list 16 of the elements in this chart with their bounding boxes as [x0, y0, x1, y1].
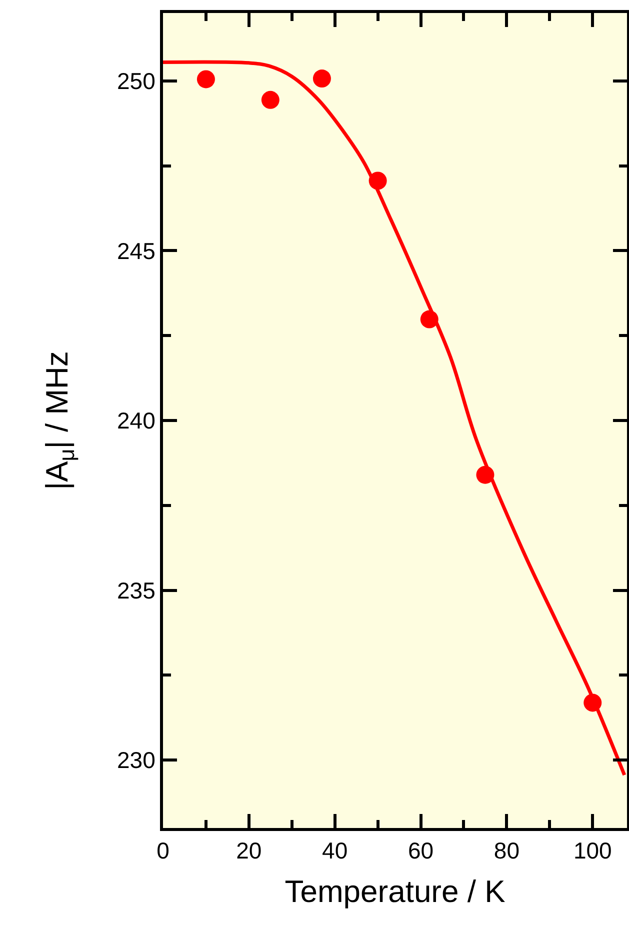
y-tick-label: 235: [117, 577, 156, 604]
point: [312, 70, 331, 88]
x-tick-label: 80: [494, 838, 520, 864]
y-tick-label: 240: [117, 408, 156, 434]
x-tick-label: 20: [236, 838, 262, 864]
y-tick-label: 245: [117, 238, 156, 264]
x-tick-label: 60: [408, 838, 434, 864]
x-tick-label: 40: [322, 838, 348, 864]
point: [196, 70, 215, 88]
y-tick-label: 230: [117, 747, 156, 774]
line-series: [163, 60, 626, 777]
x-tick-label: 100: [573, 838, 612, 864]
point: [261, 90, 280, 109]
x-axis-title: Temperature / K: [284, 874, 506, 909]
x-tick-label: 0: [156, 838, 170, 864]
y-tick-label: 250: [117, 68, 156, 94]
